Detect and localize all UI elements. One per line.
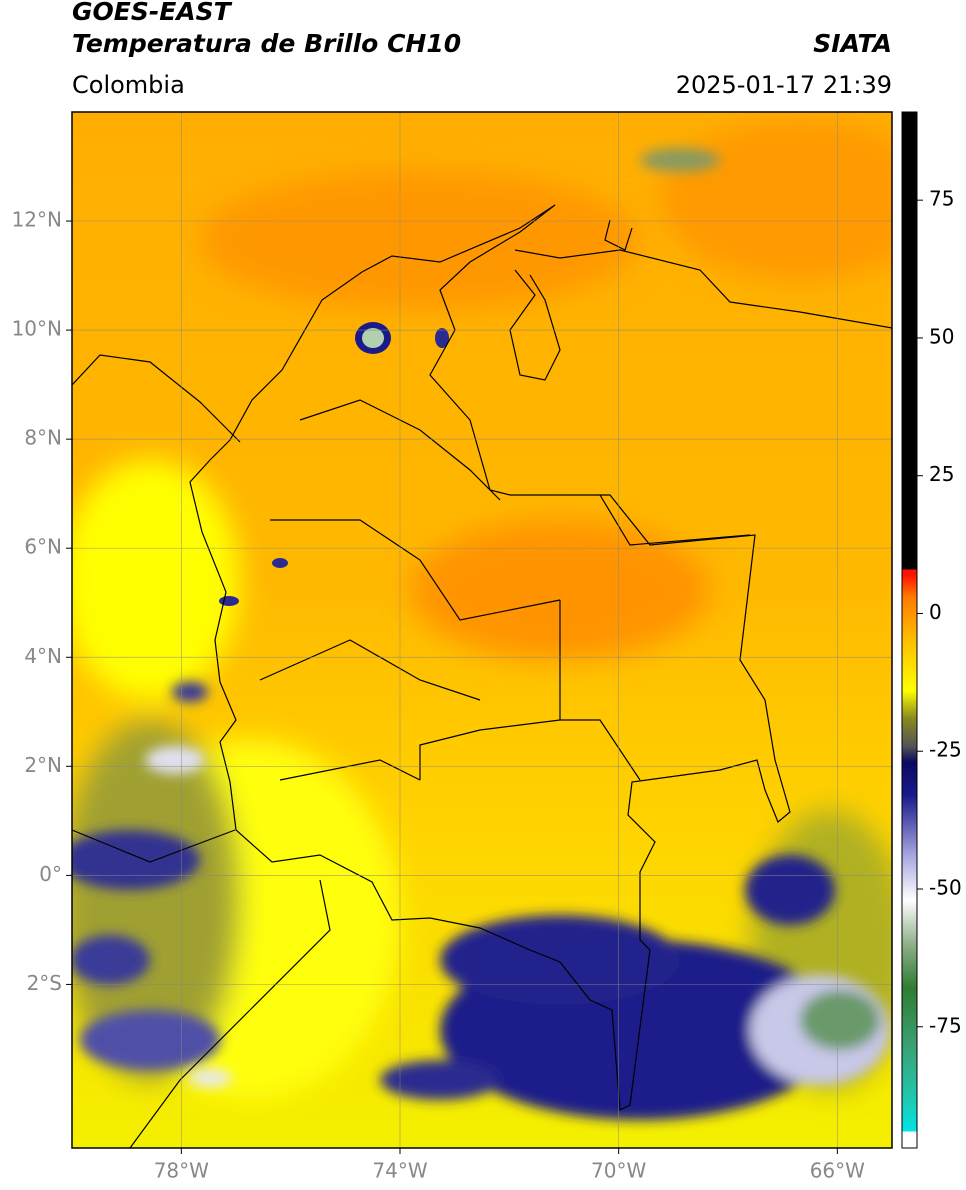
cloud bbox=[80, 1010, 220, 1070]
colorbar-tick-label: -75 bbox=[929, 1013, 962, 1037]
storm-cell bbox=[219, 596, 239, 606]
coastline bbox=[514, 249, 892, 329]
coastline bbox=[604, 219, 633, 251]
title: GOES-EAST bbox=[72, 0, 233, 26]
department-border bbox=[259, 639, 481, 701]
y-tick-label: 2°N bbox=[24, 753, 62, 777]
colorbar-tick-label: 50 bbox=[929, 324, 954, 348]
storm-cell bbox=[272, 558, 288, 568]
lake-maracaibo bbox=[509, 269, 561, 381]
warm-area bbox=[410, 520, 710, 660]
x-tick-label: 74°W bbox=[372, 1159, 427, 1183]
country-border bbox=[72, 829, 236, 863]
cloud bbox=[72, 935, 150, 985]
cool-area bbox=[72, 460, 240, 700]
source: SIATA bbox=[813, 29, 892, 58]
coastline bbox=[72, 354, 241, 443]
y-tick-label: 2°S bbox=[27, 971, 62, 995]
warm-area bbox=[200, 170, 640, 310]
cloud bbox=[145, 746, 205, 774]
colorbar-tick-label: 25 bbox=[929, 462, 954, 486]
y-tick-label: 8°N bbox=[24, 426, 62, 450]
coastline bbox=[129, 879, 331, 1148]
cloud bbox=[440, 915, 680, 1005]
colorbar bbox=[901, 111, 918, 1149]
storm-cell bbox=[435, 328, 449, 348]
x-tick-label: 66°W bbox=[810, 1159, 865, 1183]
subtitle: Temperatura de Brillo CH10 bbox=[72, 29, 461, 58]
cloud bbox=[188, 1069, 232, 1087]
cloud bbox=[640, 148, 720, 172]
warm-area bbox=[660, 120, 892, 280]
colorbar-tick-label: -50 bbox=[929, 876, 962, 900]
department-border bbox=[270, 519, 561, 621]
cloud bbox=[172, 682, 208, 702]
cloud bbox=[745, 855, 835, 925]
map-frame bbox=[71, 111, 893, 1149]
country-border bbox=[189, 204, 791, 1111]
department-border bbox=[419, 719, 641, 781]
storm-cell bbox=[362, 328, 384, 348]
cloud bbox=[380, 1060, 500, 1100]
cloud bbox=[800, 990, 880, 1050]
x-tick-label: 70°W bbox=[591, 1159, 646, 1183]
x-tick-label: 78°W bbox=[154, 1159, 209, 1183]
y-tick-label: 6°N bbox=[24, 535, 62, 559]
colorbar-tick-label: -25 bbox=[929, 738, 962, 762]
grid bbox=[72, 112, 892, 1148]
cloud bbox=[72, 720, 240, 1080]
department-border bbox=[299, 399, 501, 501]
y-tick-label: 0° bbox=[39, 862, 62, 886]
region: Colombia bbox=[72, 71, 185, 99]
colorbar-tick-label: 75 bbox=[929, 187, 954, 211]
y-tick-label: 4°N bbox=[24, 644, 62, 668]
borders bbox=[72, 204, 892, 1148]
satellite-image bbox=[72, 112, 892, 1148]
colorbar-tick-label: 0 bbox=[929, 600, 942, 624]
timestamp: 2025-01-17 21:39 bbox=[676, 71, 892, 99]
y-tick-label: 10°N bbox=[12, 317, 62, 341]
department-border bbox=[599, 494, 751, 546]
department-border bbox=[279, 759, 421, 781]
cloud bbox=[72, 830, 200, 890]
y-tick-label: 12°N bbox=[12, 208, 62, 232]
